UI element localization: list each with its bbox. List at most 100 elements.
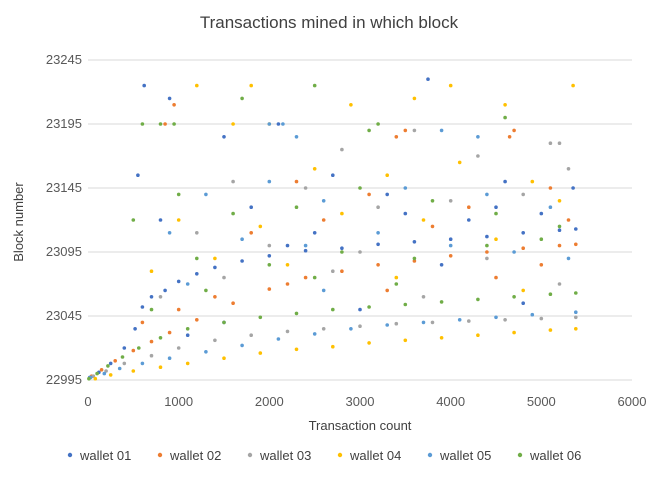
data-point xyxy=(158,336,163,340)
data-point xyxy=(149,295,154,299)
data-point xyxy=(240,343,244,348)
data-point xyxy=(574,227,578,231)
data-point xyxy=(240,96,244,101)
legend-label: wallet 05 xyxy=(439,448,491,463)
y-tick-label: 23145 xyxy=(46,180,82,195)
data-point xyxy=(340,246,344,250)
series-5 xyxy=(88,122,578,380)
data-point xyxy=(494,315,498,320)
data-point xyxy=(249,231,253,235)
data-point xyxy=(331,344,335,349)
data-point xyxy=(412,240,417,244)
data-point xyxy=(149,269,154,274)
y-tick-label: 23245 xyxy=(46,52,82,67)
data-point xyxy=(457,318,462,322)
data-point xyxy=(104,369,108,373)
data-point xyxy=(403,128,408,133)
data-point xyxy=(448,83,453,88)
series-3 xyxy=(91,128,578,379)
data-point xyxy=(267,254,272,258)
data-point xyxy=(476,154,480,158)
data-point xyxy=(213,295,217,299)
data-point xyxy=(412,128,417,133)
data-point xyxy=(539,316,544,321)
data-point xyxy=(412,259,417,263)
data-point xyxy=(521,192,525,197)
data-point xyxy=(321,327,326,331)
data-point xyxy=(376,231,380,235)
data-point xyxy=(376,205,380,209)
data-point xyxy=(93,376,98,381)
data-point xyxy=(539,263,544,267)
series-2 xyxy=(89,103,578,379)
data-point xyxy=(340,211,344,216)
data-point xyxy=(430,320,435,325)
data-point xyxy=(176,192,181,197)
data-point xyxy=(312,332,317,336)
data-point xyxy=(512,295,516,299)
data-point xyxy=(367,341,371,345)
data-point xyxy=(176,346,181,350)
data-point xyxy=(521,301,525,306)
data-point xyxy=(557,141,562,145)
data-point xyxy=(213,265,217,270)
data-point xyxy=(195,272,199,276)
series-4 xyxy=(93,83,578,381)
data-point xyxy=(412,96,417,101)
data-point xyxy=(176,218,181,222)
data-point xyxy=(213,338,217,343)
data-point xyxy=(430,224,435,229)
data-point xyxy=(312,167,317,171)
data-point xyxy=(303,275,308,280)
data-point xyxy=(430,199,435,203)
data-point xyxy=(521,231,525,235)
data-point xyxy=(574,242,578,247)
x-tick-label: 2000 xyxy=(255,394,284,409)
data-point xyxy=(222,320,226,325)
data-point xyxy=(167,330,172,335)
data-point xyxy=(566,167,571,171)
data-point xyxy=(494,237,498,241)
data-point xyxy=(149,353,154,358)
data-point xyxy=(394,135,399,139)
data-point xyxy=(249,333,253,338)
data-point xyxy=(412,256,417,261)
data-point xyxy=(294,347,299,352)
y-tick-label: 23095 xyxy=(46,244,82,259)
data-point xyxy=(485,256,489,261)
legend-marker xyxy=(157,452,163,458)
data-point xyxy=(131,218,136,222)
legend-item: wallet 02 xyxy=(157,448,221,463)
data-point xyxy=(503,103,507,107)
data-point xyxy=(185,327,190,331)
axis-layer: 22995 23045 23095 23145 23195 23245 0 1000 2000 3… xyxy=(46,52,647,409)
legend-label: wallet 06 xyxy=(529,448,581,463)
data-point xyxy=(294,311,299,316)
data-point xyxy=(376,122,380,126)
data-point xyxy=(195,231,199,235)
data-point xyxy=(426,77,430,81)
data-point xyxy=(321,218,326,222)
data-point xyxy=(195,83,199,88)
data-point xyxy=(476,135,480,139)
data-point xyxy=(312,231,317,235)
data-point xyxy=(158,365,163,370)
data-point xyxy=(149,307,154,312)
data-point xyxy=(403,338,408,343)
data-point xyxy=(185,282,190,286)
data-point xyxy=(467,319,471,323)
data-point xyxy=(521,288,525,293)
data-point xyxy=(176,307,181,312)
data-point xyxy=(548,186,553,190)
data-point xyxy=(276,337,281,341)
legend-marker xyxy=(427,452,433,458)
data-point xyxy=(137,346,141,350)
data-point xyxy=(467,218,471,222)
data-point xyxy=(566,218,571,222)
data-point xyxy=(530,179,535,184)
data-point xyxy=(340,269,344,274)
data-point xyxy=(539,211,544,216)
data-point xyxy=(108,373,113,377)
data-point xyxy=(142,83,146,88)
